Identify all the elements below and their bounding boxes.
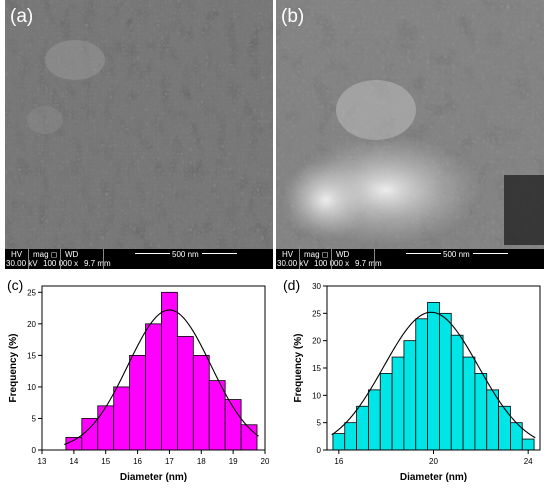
wd-value: 9.7 mm <box>355 259 382 268</box>
histogram-bar <box>415 318 428 451</box>
y-tick-label: 0 <box>317 446 322 455</box>
divider <box>28 249 29 269</box>
divider <box>299 249 300 269</box>
histogram-bar <box>161 291 178 451</box>
y-tick-label: 10 <box>27 383 36 392</box>
histogram-bar <box>391 356 405 451</box>
histogram-bar <box>356 405 369 451</box>
scale-label: 500 nm <box>443 250 470 259</box>
histogram-bar <box>332 433 346 451</box>
histogram-bar <box>521 438 535 451</box>
histogram-bar <box>439 312 452 451</box>
sem-info-bar-b: HV mag ◻ WD 30.00 kV 100 000 x 9.7 mm 50… <box>276 249 544 269</box>
y-tick-label: 25 <box>312 309 321 318</box>
chart-label-d: (d) <box>283 277 301 293</box>
y-tick-label: 5 <box>32 414 37 423</box>
sem-texture-b <box>276 0 544 269</box>
x-tick-label: 19 <box>229 457 238 466</box>
x-tick-label: 20 <box>429 457 438 466</box>
x-tick-label: 18 <box>197 457 206 466</box>
x-tick-label: 14 <box>69 457 78 466</box>
scale-bar-right <box>202 253 237 254</box>
mag-header: mag ◻ <box>304 250 329 259</box>
plot-frame <box>41 285 266 451</box>
chart-label-c: (c) <box>7 277 24 293</box>
y-tick-label: 5 <box>317 419 322 428</box>
x-axis-title: Diameter (nm) <box>120 472 187 483</box>
y-tick-label: 25 <box>27 288 36 297</box>
x-tick-label: 17 <box>165 457 174 466</box>
gaussian-fit-line <box>64 309 259 445</box>
x-tick-label: 16 <box>133 457 142 466</box>
wd-value: 9.7 mm <box>84 259 111 268</box>
y-tick-label: 10 <box>312 391 321 400</box>
y-tick-label: 15 <box>27 351 36 360</box>
scale-bar-left <box>406 253 441 254</box>
histogram-bar <box>81 418 99 451</box>
panel-label-a: (a) <box>10 6 34 27</box>
histogram-bar <box>344 422 357 451</box>
y-tick-label: 30 <box>312 282 321 291</box>
scale-bar-left <box>135 253 170 254</box>
divider <box>60 249 61 269</box>
y-axis-title: Frequency (%) <box>8 334 19 403</box>
x-axis-title: Diameter (nm) <box>400 472 467 483</box>
divider <box>374 249 375 269</box>
histogram-bar <box>450 334 464 451</box>
hv-header: HV <box>11 250 23 259</box>
y-tick-label: 15 <box>312 364 321 373</box>
mag-header: mag ◻ <box>33 250 58 259</box>
histogram-c: 13 14 15 16 17 18 19 20 0 5 10 15 20 25 Diameter (nm) F… <box>8 285 270 483</box>
histogram-bar <box>498 405 511 451</box>
sem-image-a: (a) HV mag ◻ WD 30.00 kV 100 000 x 9.7 m… <box>5 0 273 269</box>
wd-header: WD <box>65 250 79 259</box>
scale-label: 500 nm <box>172 250 199 259</box>
histogram-bar <box>427 301 440 451</box>
sem-texture-a <box>5 0 273 269</box>
x-tick-label: 13 <box>38 457 47 466</box>
y-axis-title: Frequency (%) <box>293 334 304 403</box>
histogram-bar <box>403 340 417 451</box>
histogram-bar <box>176 336 194 451</box>
x-tick-label: 15 <box>101 457 110 466</box>
x-tick-label: 20 <box>261 457 270 466</box>
gaussian-fit-line <box>331 311 536 439</box>
divider <box>103 249 104 269</box>
histogram-bar <box>462 356 476 451</box>
sem-image-b: (b) HV mag ◻ WD 30.00 kV 100 000 x 9.7 m… <box>276 0 544 269</box>
histogram-bar <box>486 389 499 451</box>
y-tick-label: 0 <box>32 446 37 455</box>
divider <box>331 249 332 269</box>
x-tick-label: 24 <box>524 457 533 466</box>
histogram-bar <box>208 380 226 451</box>
x-tick-label: 16 <box>334 457 343 466</box>
histogram-bar <box>145 323 162 451</box>
histogram-bar <box>379 373 393 451</box>
y-tick-label: 20 <box>27 320 36 329</box>
histogram-bar <box>192 354 210 451</box>
hv-value: 30.00 kV <box>6 259 38 268</box>
sem-info-bar-a: HV mag ◻ WD 30.00 kV 100 000 x 9.7 mm 50… <box>5 249 273 269</box>
histogram-bar <box>474 373 488 451</box>
panel-label-b: (b) <box>281 6 305 27</box>
hv-header: HV <box>282 250 294 259</box>
scale-bar-right <box>473 253 508 254</box>
wd-header: WD <box>336 250 350 259</box>
histogram-d: 16 20 24 0 5 10 15 20 25 30 Diameter (nm) Frequency… <box>293 282 541 483</box>
histogram-bar <box>65 436 83 451</box>
histogram-bar <box>129 354 146 451</box>
histogram-bar <box>113 386 131 451</box>
histogram-bar <box>368 389 381 451</box>
y-tick-label: 20 <box>312 337 321 346</box>
hv-value: 30.00 kV <box>277 259 309 268</box>
histogram-bar <box>97 405 115 451</box>
